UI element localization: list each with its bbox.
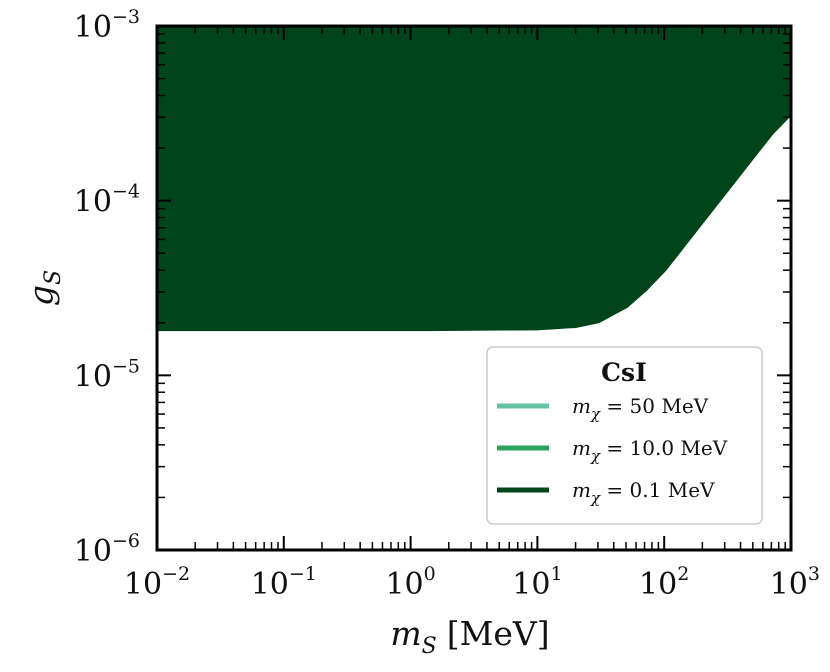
- legend-entry-label: mχ = 0.1 MeV: [572, 478, 715, 507]
- x-tick-label: 101: [512, 563, 562, 602]
- series-area-2: [157, 26, 791, 329]
- x-tick-label: 10−1: [251, 563, 317, 602]
- y-tick-label: 10−6: [74, 530, 140, 569]
- x-tick-labels: 10−2 10−1 100 101 102 103: [124, 563, 820, 602]
- x-tick-label: 102: [639, 563, 689, 602]
- y-axis-title: gS: [21, 270, 66, 306]
- series-areas: [157, 26, 791, 332]
- series-line-2: [157, 110, 791, 332]
- legend-title: CsI: [601, 358, 647, 387]
- x-axis-title: mS [MeV]: [390, 614, 549, 659]
- legend: CsI mχ = 50 MeV mχ = 10.0 MeV mχ = 0.1 MeV: [486, 346, 763, 525]
- x-tick-label: 100: [385, 563, 435, 602]
- y-tick-label: 10−5: [74, 355, 140, 394]
- y-tick-label: 10−4: [74, 181, 140, 220]
- legend-entry-label: mχ = 50 MeV: [572, 394, 709, 423]
- legend-box: [486, 346, 763, 525]
- legend-entries: mχ = 50 MeV mχ = 10.0 MeV mχ = 0.1 MeV: [497, 394, 728, 507]
- x-tick-label: 103: [770, 563, 820, 602]
- legend-entry-label: mχ = 10.0 MeV: [572, 436, 728, 465]
- x-tick-label: 10−2: [124, 563, 190, 602]
- y-tick-label: 10−3: [74, 6, 140, 45]
- plot-frame: [155, 24, 793, 552]
- y-tick-labels: 10−6 10−5 10−4 10−3: [74, 6, 140, 569]
